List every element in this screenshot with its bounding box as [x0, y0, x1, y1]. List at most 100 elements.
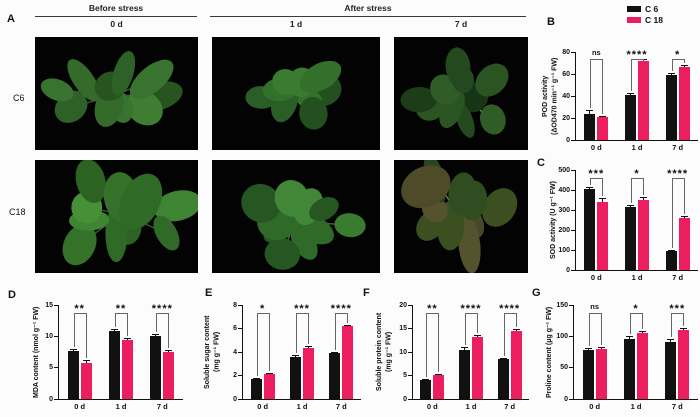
bar-c6-1d: [625, 94, 636, 140]
bar-c18-7d: [510, 330, 522, 399]
significance-marker: ****: [499, 302, 521, 315]
column-label-0d: 0 d: [110, 19, 123, 29]
header-after-stress: After stress: [210, 3, 526, 17]
y-axis-tick-label: 400: [558, 186, 570, 194]
y-axis-tick: [571, 73, 576, 75]
y-axis-tick: [569, 335, 574, 337]
y-axis-tick-label: 100: [556, 332, 568, 340]
y-axis-tick: [408, 351, 413, 353]
significance-marker: ns: [591, 48, 601, 58]
y-axis-tick: [571, 169, 576, 171]
significance-marker: ****: [626, 49, 648, 62]
error-bar-cap: [435, 373, 443, 375]
bar-c18-1d: [637, 332, 648, 399]
panel-b-plot: 0 20 40 60 80 0 d ns 1 d **** 7 d *: [562, 48, 698, 152]
y-axis-tick: [238, 351, 243, 353]
bar-c18-0d: [597, 116, 609, 140]
error-bar-cap: [292, 354, 299, 356]
y-axis-tick-label: 4: [233, 348, 237, 356]
panel-d-plot: 0 5 10 15 0 d ** 1 d ** 7 d ****: [45, 302, 183, 411]
significance-bracket-leg: [631, 178, 632, 204]
significance-marker: *: [675, 49, 681, 62]
significance-bracket: [73, 312, 87, 314]
significance-bracket-leg: [335, 312, 337, 350]
error-bar-cap: [305, 346, 312, 348]
significance-bracket-leg: [465, 312, 466, 346]
significance-marker: **: [74, 302, 85, 315]
y-axis-tick-label: 0: [566, 266, 570, 274]
y-axis-tick: [571, 269, 576, 271]
y-axis-tick-label: 10: [399, 348, 407, 356]
y-axis-tick-label: 15: [45, 301, 53, 309]
significance-bracket-leg: [477, 312, 478, 334]
error-bar-cap: [422, 379, 430, 381]
error-bar-cap: [111, 329, 118, 331]
bar-c18-0d: [80, 362, 92, 399]
error-bar: [464, 347, 465, 350]
panel-d-ylabel: MDA content (nmol g⁻¹ FW): [33, 306, 40, 398]
bar-c6-1d: [459, 349, 470, 399]
legend-label-c6: C 6: [645, 3, 659, 14]
bar-c18-1d: [122, 340, 133, 399]
bar-c6-0d: [250, 379, 262, 399]
plant-photo-c6-1d: [212, 37, 380, 150]
significance-bracket: [630, 312, 643, 314]
panel-d-chart: D MDA content (nmol g⁻¹ FW) 0 5 10 15 0 d ** 1…: [0, 285, 185, 417]
error-bar-cap: [584, 348, 592, 350]
error-bar: [630, 92, 631, 95]
bar-c6-1d: [290, 356, 301, 399]
error-bar-cap: [124, 338, 131, 340]
error-bar-cap: [152, 334, 160, 336]
significance-bracket-leg: [630, 312, 631, 334]
bar-c6-7d: [665, 75, 677, 140]
error-bar-cap: [627, 205, 634, 207]
plant-illustration: [40, 51, 183, 127]
row-label-c18: C18: [9, 207, 26, 217]
significance-marker: ****: [330, 302, 352, 315]
y-axis-tick-label: 80: [562, 48, 570, 56]
significance-bracket-leg: [602, 59, 604, 114]
significance-bracket-leg: [643, 178, 644, 195]
significance-bracket: [296, 312, 309, 314]
panel-b-label: B: [547, 16, 555, 28]
significance-bracket: [671, 59, 685, 61]
bar-c6-0d: [584, 113, 596, 140]
y-axis-tick: [54, 335, 59, 337]
bar-c6-7d: [329, 353, 341, 399]
y-axis-tick-label: 20: [399, 301, 407, 309]
bar-c6-1d: [109, 331, 120, 399]
significance-marker: *: [634, 168, 640, 180]
y-axis-tick-label: 60: [562, 70, 570, 78]
error-bar-cap: [265, 372, 273, 374]
legend-item-c18: C 18: [627, 14, 663, 25]
y-axis-tick: [54, 398, 59, 400]
error-bar: [670, 72, 672, 76]
y-axis-tick: [238, 328, 243, 329]
legend-swatch-black: [627, 5, 641, 12]
error-bar-cap: [640, 197, 647, 198]
significance-bracket: [465, 312, 478, 314]
panel-g-label: G: [532, 287, 541, 299]
panel-d-label: D: [8, 289, 16, 301]
plant-illustration: [62, 160, 198, 266]
significance-bracket-leg: [683, 59, 685, 64]
x-axis-category-label: 7 d: [671, 402, 683, 411]
y-axis-tick: [571, 189, 576, 191]
panel-g-ylabel: Proline content (μg g⁻¹ FW): [546, 306, 553, 398]
error-bar-cap: [627, 92, 634, 94]
y-axis-tick: [571, 51, 576, 53]
y-axis-tick-label: 8: [233, 301, 237, 309]
y-axis-tick-label: 5: [49, 364, 53, 372]
significance-bracket-leg: [683, 178, 685, 214]
plant-illustration: [245, 60, 342, 130]
significance-marker: ***: [294, 302, 310, 315]
error-bar: [85, 360, 87, 363]
plant-photo-c6-0d: [35, 37, 198, 150]
significance-bracket-leg: [268, 312, 270, 371]
significance-bracket-leg: [127, 312, 128, 337]
bar-c6-0d: [420, 380, 432, 399]
y-axis-tick: [571, 139, 576, 141]
y-axis-tick: [54, 367, 59, 369]
y-axis-tick: [571, 117, 576, 119]
significance-bracket-leg: [168, 312, 170, 349]
